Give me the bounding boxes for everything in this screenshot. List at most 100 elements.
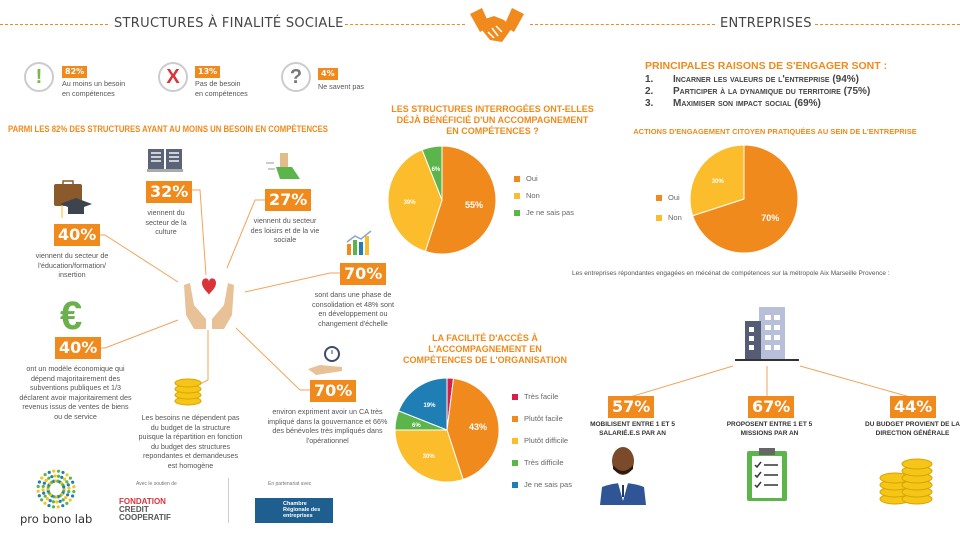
pie-slice-oui xyxy=(692,144,799,254)
divider xyxy=(815,24,960,25)
legend-label: Oui xyxy=(526,174,538,183)
section-title-entreprises: ENTREPRISES xyxy=(720,16,812,31)
pie-slice-plut-t-difficile xyxy=(394,429,464,483)
stat-education-value: 40% xyxy=(54,224,101,246)
legend-item: Plutôt difficile xyxy=(512,436,568,445)
pie-data-label: 19% xyxy=(423,403,436,409)
company-stat-text: PROPOSENT ENTRE 1 ET 5 MISSIONS PAR AN xyxy=(726,421,813,437)
partner-label: En partenariat avec xyxy=(268,481,312,487)
need-value: 82% xyxy=(62,66,88,78)
pro-bono-lab-logo: pro bono lab xyxy=(20,512,93,526)
stat-loisirs-value: 27% xyxy=(265,189,312,211)
pie1-title: LES STRUCTURES INTERROGÉES ONT-ELLES DÉJ… xyxy=(391,104,594,136)
pie-data-label: 55% xyxy=(465,200,483,210)
legend-swatch xyxy=(514,192,520,199)
legend-item: Oui xyxy=(514,174,538,183)
legend-label: Non xyxy=(668,213,682,222)
stat-education-text: viennent du secteur de l'éducation/forma… xyxy=(35,251,109,279)
pie-chart-facilite: 2%43%30%6%19% xyxy=(394,377,500,483)
divider xyxy=(0,24,108,25)
legend-label: Plutôt difficile xyxy=(524,436,569,445)
legend-label: Je ne sais pas xyxy=(526,208,574,217)
pie3-title: LA FACILITÉ D'ACCÈS À L'ACCOMPAGNEMENT E… xyxy=(403,333,567,365)
legend-label: Non xyxy=(526,191,540,200)
legend-label: Plutôt facile xyxy=(524,414,563,423)
reasons-title: PRINCIPALES RAISONS DE S'ENGAGER SONT : xyxy=(645,60,888,72)
stat-culture-value: 32% xyxy=(146,181,193,203)
legend-item: Je ne sais pas xyxy=(512,480,572,489)
stat-phase-text: sont dans une phase de consolidation et … xyxy=(312,290,394,328)
pie-slice-oui xyxy=(424,145,497,255)
legend-swatch xyxy=(512,437,518,444)
briefcase-graduation-icon xyxy=(54,180,92,218)
building-icon xyxy=(735,307,799,361)
legend-label: Très facile xyxy=(524,392,559,401)
stat-budget-text: Les besoins ne dépendent pas du budget d… xyxy=(138,413,243,470)
running-shoe-icon xyxy=(266,153,300,179)
need-label: Pas de besoin en compétences xyxy=(195,79,248,98)
pie-data-label: 43% xyxy=(469,422,487,432)
businessman-icon xyxy=(600,447,646,505)
stat-ca-text: environ expriment avoir un CA très impli… xyxy=(267,407,388,445)
company-stat-text: MOBILISENT ENTRE 1 ET 5 SALARIÉ.E.S PAR … xyxy=(590,421,675,437)
pie-slice-plut-t-facile xyxy=(446,377,500,481)
legend-swatch xyxy=(514,209,520,216)
among-title: PARMI LES 82% DES STRUCTURES AYANT AU MO… xyxy=(8,124,328,134)
clipboard-checklist-icon xyxy=(747,448,787,501)
pie-slice-je-ne-sais-pas xyxy=(398,377,448,431)
legend-swatch xyxy=(656,214,662,221)
coins-icon xyxy=(174,378,202,406)
book-icon xyxy=(147,149,183,172)
companies-sentence: Les entreprises répondantes engagées en … xyxy=(572,270,890,277)
legend-label: Je ne sais pas xyxy=(524,480,572,489)
pie-slice-je-ne-sais-pas xyxy=(421,145,443,201)
need-value: 13% xyxy=(195,66,221,78)
legend-item: Très difficile xyxy=(512,458,564,467)
legend-label: Très difficile xyxy=(524,458,564,467)
reason-item: 1. Incarner les valeurs de l'entreprise (… xyxy=(645,74,859,85)
pie-data-label: 70% xyxy=(761,213,779,223)
need-label: Au moins un besoin en compétences xyxy=(62,79,126,98)
legend-item: Oui xyxy=(656,193,680,202)
handshake-icon xyxy=(470,8,524,42)
legend-item: Non xyxy=(514,191,540,200)
legend-item: Très facile xyxy=(512,392,558,401)
pie-data-label: 6% xyxy=(412,423,421,429)
pro-bono-lab-logo-icon xyxy=(36,469,76,509)
hand-clock-icon xyxy=(308,346,342,375)
divider xyxy=(345,24,465,25)
stat-ca-value: 70% xyxy=(310,380,357,402)
coins-stack-icon xyxy=(879,458,933,505)
pie-slice-non xyxy=(689,144,745,217)
question-icon: ? xyxy=(281,62,311,92)
legend-swatch xyxy=(512,415,518,422)
legend-swatch xyxy=(512,459,518,466)
euro-icon: € xyxy=(60,294,83,338)
hands-heart-icon xyxy=(184,278,234,329)
company-stat-value: 67% xyxy=(748,396,795,418)
pie-slice-non xyxy=(387,149,443,252)
company-stat-value: 57% xyxy=(608,396,655,418)
legend-swatch xyxy=(512,393,518,400)
chambre-regionale-logo: Chambre Régionale des entreprises xyxy=(255,498,333,523)
company-stat-value: 44% xyxy=(890,396,937,418)
legend-item: Je ne sais pas xyxy=(514,208,574,217)
pie2-title: ACTIONS D'ENGAGEMENT CITOYEN PRATIQUÉES … xyxy=(633,127,917,136)
section-title-structures: STRUCTURES À FINALITÉ SOCIALE xyxy=(114,16,344,31)
pie-data-label: 30% xyxy=(423,454,436,460)
pie-chart-engagement: 70% 30% xyxy=(689,144,799,254)
legend-item: Plutôt facile xyxy=(512,414,563,423)
reasons-list: 1. Incarner les valeurs de l'entreprise (… xyxy=(645,74,870,110)
legend-item: Non xyxy=(656,213,682,222)
need-label: Ne savent pas xyxy=(318,82,364,91)
stat-culture-text: viennent du secteur de la culture xyxy=(145,208,187,236)
divider xyxy=(228,478,229,523)
support-label: Avec le soutien de xyxy=(136,481,177,487)
pie-chart-accompagnement: 55% 39% 6% xyxy=(387,145,497,255)
legend-swatch xyxy=(514,175,520,182)
pie-data-label: 6% xyxy=(432,167,441,173)
legend-label: Oui xyxy=(668,193,680,202)
stat-economic-value: 40% xyxy=(55,337,102,359)
stat-economic-text: ont un modèle économique qui dépend majo… xyxy=(19,364,132,421)
pie-data-label: 39% xyxy=(404,200,417,206)
